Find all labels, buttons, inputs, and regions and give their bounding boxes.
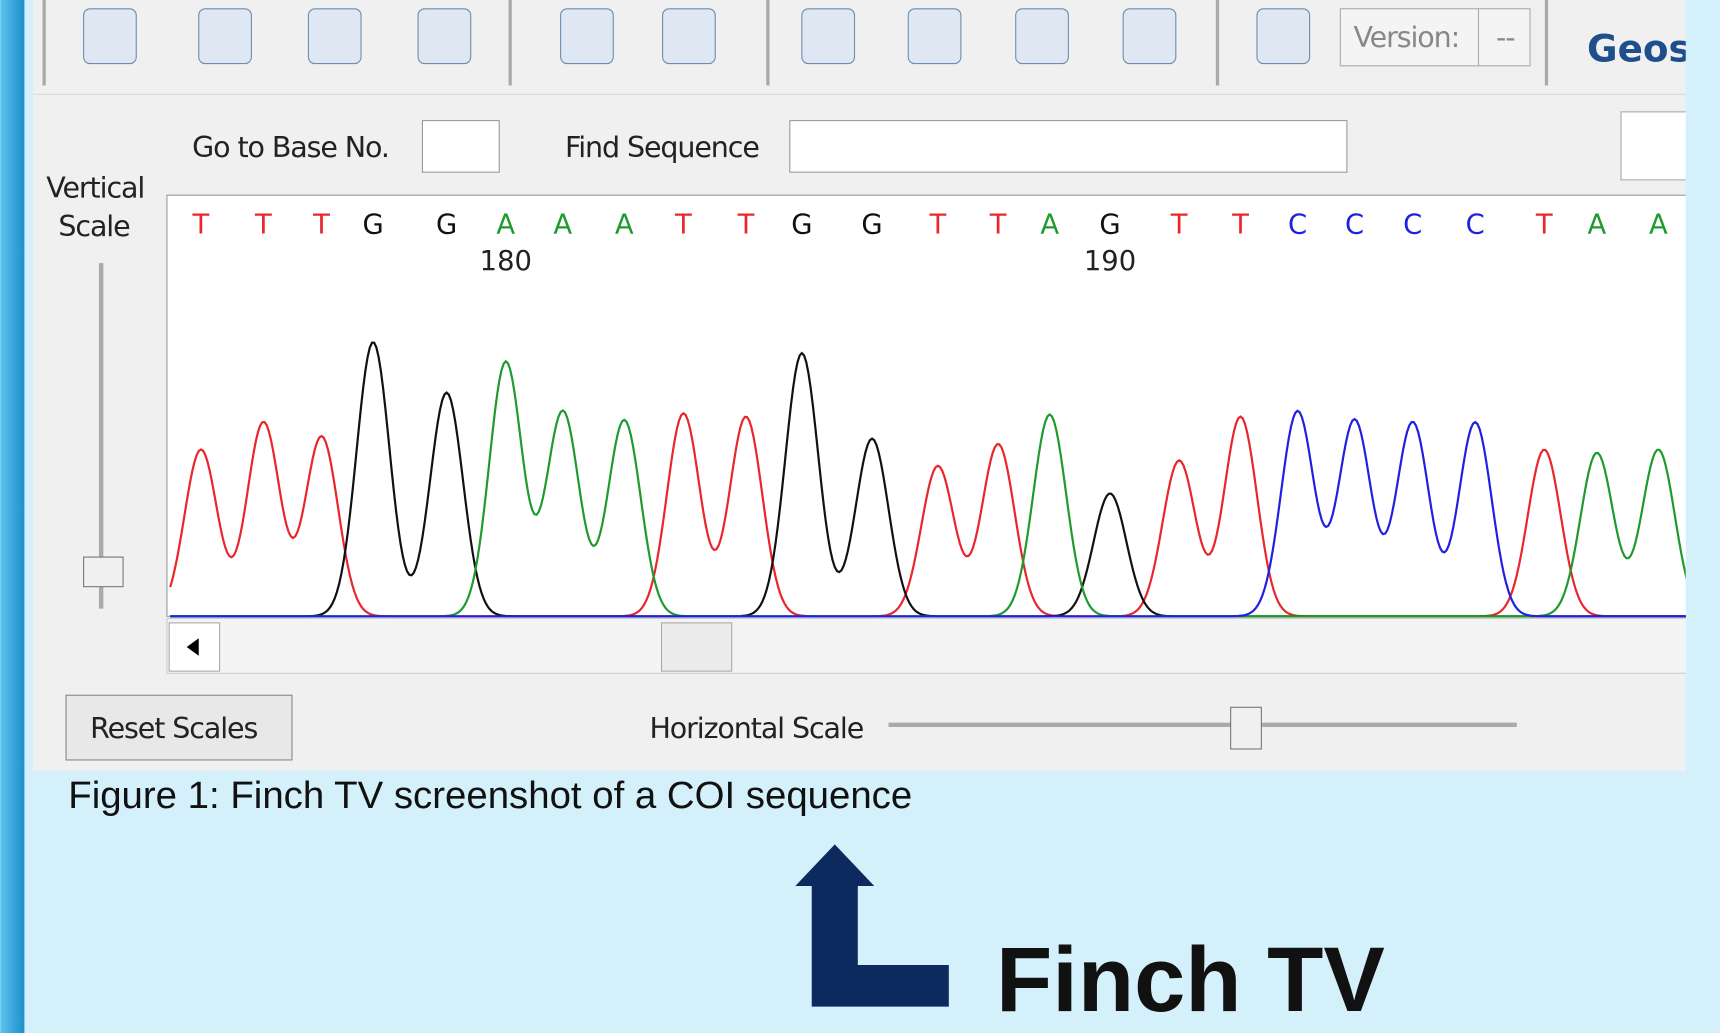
toolbar-button[interactable] <box>802 9 855 64</box>
toolbar-button[interactable] <box>199 9 252 64</box>
base-call: A <box>1649 210 1668 241</box>
scroll-thumb[interactable] <box>662 623 732 671</box>
base-call: T <box>737 210 755 241</box>
base-call: A <box>1588 210 1607 241</box>
horizontal-scale-label: Horizontal Scale <box>649 712 863 745</box>
base-call: G <box>436 210 457 241</box>
toolbar-button[interactable] <box>663 9 716 64</box>
base-call: A <box>1040 210 1059 241</box>
toolbar-button[interactable] <box>1016 9 1069 64</box>
position-label: 180 <box>480 246 532 277</box>
find-sequence-label: Find Sequence <box>565 131 759 164</box>
base-call: T <box>928 210 946 241</box>
go-to-base-label: Go to Base No. <box>192 131 389 164</box>
toolbar-button[interactable] <box>84 9 137 64</box>
base-call: A <box>553 210 572 241</box>
finch-tv-label: Finch TV <box>996 928 1385 1031</box>
version-label: Version: <box>1353 21 1459 54</box>
base-call: C <box>1345 210 1364 241</box>
go-to-base-input[interactable] <box>422 121 499 173</box>
base-call: G <box>861 210 882 241</box>
base-call: C <box>1288 210 1307 241</box>
toolbar-button[interactable] <box>418 9 471 64</box>
base-call: T <box>1535 210 1553 241</box>
reset-scales-label: Reset Scales <box>90 712 257 745</box>
vertical-scale-label: Vertical <box>46 171 144 204</box>
screenshot: Version: -- Geos Go to Base No. Find Seq… <box>33 0 1702 771</box>
base-call: G <box>791 210 812 241</box>
base-call: T <box>192 210 210 241</box>
vertical-slider-thumb[interactable] <box>84 557 123 587</box>
horizontal-slider-thumb[interactable] <box>1231 707 1262 749</box>
base-call: A <box>615 210 634 241</box>
app-title: Geos <box>1587 26 1691 70</box>
left-edge <box>0 0 24 1033</box>
toolbar-button[interactable] <box>1123 9 1176 64</box>
position-label: 190 <box>1084 246 1136 277</box>
base-call: G <box>1099 210 1120 241</box>
toolbar-button[interactable] <box>561 9 614 64</box>
caption: Figure 1: Finch TV screenshot of a COI s… <box>68 774 912 817</box>
base-call: T <box>312 210 330 241</box>
base-call: A <box>496 210 515 241</box>
page: Version: -- Geos Go to Base No. Find Seq… <box>0 0 1720 1033</box>
base-call: C <box>1466 210 1485 241</box>
base-call: G <box>362 210 383 241</box>
base-call: T <box>1170 210 1188 241</box>
toolbar-button[interactable] <box>308 9 361 64</box>
base-call: T <box>1231 210 1249 241</box>
base-call: T <box>254 210 272 241</box>
poster: Version: -- Geos Go to Base No. Find Seq… <box>0 0 1720 1033</box>
base-call: T <box>989 210 1007 241</box>
trace-area <box>167 195 1702 616</box>
base-call: T <box>674 210 692 241</box>
version-value: -- <box>1496 21 1514 54</box>
toolbar: Version: -- Geos <box>33 0 1691 94</box>
find-sequence-input[interactable] <box>790 121 1347 173</box>
toolbar-button[interactable] <box>1257 9 1310 64</box>
vertical-scale-label: Scale <box>58 210 130 243</box>
toolbar-button[interactable] <box>908 9 961 64</box>
scrollbar <box>167 618 1702 673</box>
base-call: C <box>1403 210 1422 241</box>
